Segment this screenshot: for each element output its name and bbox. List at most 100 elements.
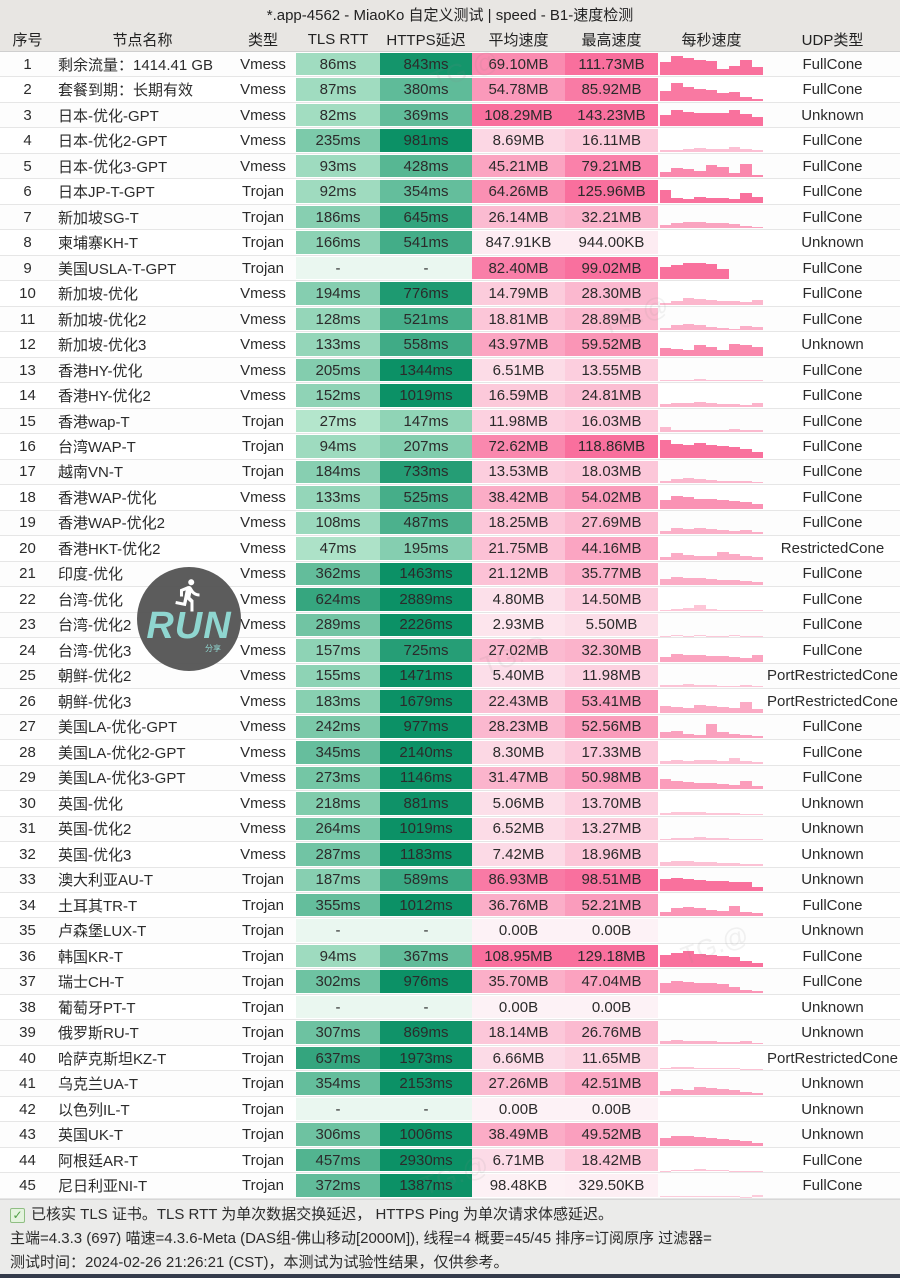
speed-bar xyxy=(660,427,672,433)
max-speed: 35.77MB xyxy=(565,561,658,587)
speed-bar xyxy=(671,167,683,178)
tls-rtt: 205ms xyxy=(296,357,380,383)
speed-bar xyxy=(705,528,718,535)
node-name: 日本JP-T-GPT xyxy=(58,184,155,202)
max-speed: 50.98MB xyxy=(565,765,658,791)
table-row: 9 美国USLA-T-GPT Trojan - -82.40MB 99.02MB FullC… xyxy=(0,255,900,282)
tls-rtt: 457ms xyxy=(296,1147,380,1173)
node-type: Trojan xyxy=(242,438,284,455)
speed-bar xyxy=(728,708,741,713)
speed-bar xyxy=(728,301,741,305)
table-row: 36 韩国KR-T Trojan 94ms 367ms 108.95MB 129.18MB F… xyxy=(0,943,900,970)
speed-bar xyxy=(728,530,741,535)
speed-bar xyxy=(660,267,672,280)
speed-bar xyxy=(740,481,752,484)
table-row: 20 香港HKT-优化2 Vmess 47ms 195ms 21.75MB 44.16MB R… xyxy=(0,536,900,562)
node-name: 土耳其TR-T xyxy=(58,897,138,915)
speed-bar xyxy=(682,111,695,127)
speed-bar xyxy=(740,1140,752,1146)
per-second-speed-chart xyxy=(658,434,765,458)
node-name: 台湾-优化2 xyxy=(58,617,132,635)
speed-bar xyxy=(728,686,741,688)
speed-bar xyxy=(740,838,752,841)
node-name: 美国USLA-T-GPT xyxy=(58,260,177,278)
speed-bar xyxy=(751,1042,763,1044)
speed-bar xyxy=(671,1089,683,1095)
speed-bar xyxy=(671,577,683,586)
node-type: Trojan xyxy=(242,947,284,965)
max-speed: 11.98MB xyxy=(565,663,658,689)
speed-bar xyxy=(671,430,683,433)
table-row: 5 日本-优化3-GPT Vmess 93ms 428ms 45.21MB 79.21MB F… xyxy=(0,153,900,180)
speed-bar xyxy=(660,1041,672,1044)
speed-bar xyxy=(705,1088,718,1095)
tls-rtt: 264ms xyxy=(296,816,380,842)
per-second-speed-chart xyxy=(658,332,765,356)
udp-type: Unknown xyxy=(801,1126,864,1144)
tls-rtt: 289ms xyxy=(296,612,380,638)
speed-bar xyxy=(717,430,729,433)
speed-bar xyxy=(671,349,683,356)
speed-bar xyxy=(660,499,672,509)
node-name: 剩余流量：1414.41 GB xyxy=(58,56,214,74)
speed-bar xyxy=(728,580,741,586)
per-second-speed-chart xyxy=(658,77,765,101)
per-second-speed-chart xyxy=(658,995,765,1019)
speed-bar xyxy=(682,555,695,560)
speed-bar xyxy=(671,325,683,331)
speed-bar xyxy=(751,226,763,229)
speed-bar xyxy=(682,87,695,101)
tls-rtt: 94ms xyxy=(296,434,380,459)
column-header-9: UDP类型 xyxy=(801,32,864,49)
per-second-speed-chart xyxy=(658,536,765,560)
https-latency: 1344ms xyxy=(380,357,472,383)
speed-bar xyxy=(671,265,683,280)
speed-bar xyxy=(717,910,729,917)
tls-rtt: 94ms xyxy=(296,943,380,969)
node-type: Vmess xyxy=(240,539,286,557)
table-row: 11 新加坡-优化2 Vmess 128ms 521ms 18.81MB 28.89MB Fu… xyxy=(0,306,900,333)
udp-type: FullCone xyxy=(802,157,863,175)
row-index: 21 xyxy=(19,565,36,583)
speed-bar xyxy=(671,608,683,611)
speed-bar xyxy=(705,379,718,382)
speed-bar xyxy=(705,880,718,891)
https-latency: 380ms xyxy=(380,77,472,102)
row-index: 38 xyxy=(19,998,36,1016)
tls-rtt: 133ms xyxy=(296,485,380,510)
row-index: 16 xyxy=(19,438,36,455)
speed-bar xyxy=(682,577,695,586)
speed-bar xyxy=(671,1170,683,1172)
speed-bar xyxy=(740,193,752,203)
table-row: 41 乌克兰UA-T Trojan 354ms 2153ms 27.26MB 42.51MB… xyxy=(0,1071,900,1097)
speed-bar xyxy=(694,578,706,586)
speed-bar xyxy=(660,61,672,76)
tls-rtt: 637ms xyxy=(296,1045,380,1071)
max-speed: 28.89MB xyxy=(565,306,658,332)
table-row: 4 日本-优化2-GPT Vmess 235ms 981ms 8.69MB 16.11MB F… xyxy=(0,128,900,154)
speed-bar xyxy=(728,224,741,229)
speed-bar xyxy=(705,783,718,790)
per-second-speed-chart xyxy=(658,587,765,611)
row-index: 14 xyxy=(19,387,36,405)
max-speed: 79.21MB xyxy=(565,153,658,179)
speed-bar xyxy=(705,89,718,101)
max-speed: 98.51MB xyxy=(565,867,658,892)
udp-type: FullCone xyxy=(802,81,863,99)
speed-bar xyxy=(660,812,672,815)
speed-bar xyxy=(728,758,741,764)
node-type: Vmess xyxy=(240,361,286,379)
speed-bar xyxy=(671,222,683,229)
speed-bar xyxy=(728,906,741,917)
node-type: Trojan xyxy=(242,1100,284,1118)
speed-bar xyxy=(728,344,741,356)
node-type: Trojan xyxy=(242,412,284,430)
table-row: 19 香港WAP-优化2 Vmess 108ms 487ms 18.25MB 27.69MB… xyxy=(0,510,900,537)
max-speed: 27.69MB xyxy=(565,510,658,536)
tls-rtt: 242ms xyxy=(296,714,380,740)
row-index: 22 xyxy=(19,590,36,608)
speed-bar xyxy=(740,556,752,560)
node-type: Vmess xyxy=(240,820,286,838)
speed-bar xyxy=(751,962,763,968)
